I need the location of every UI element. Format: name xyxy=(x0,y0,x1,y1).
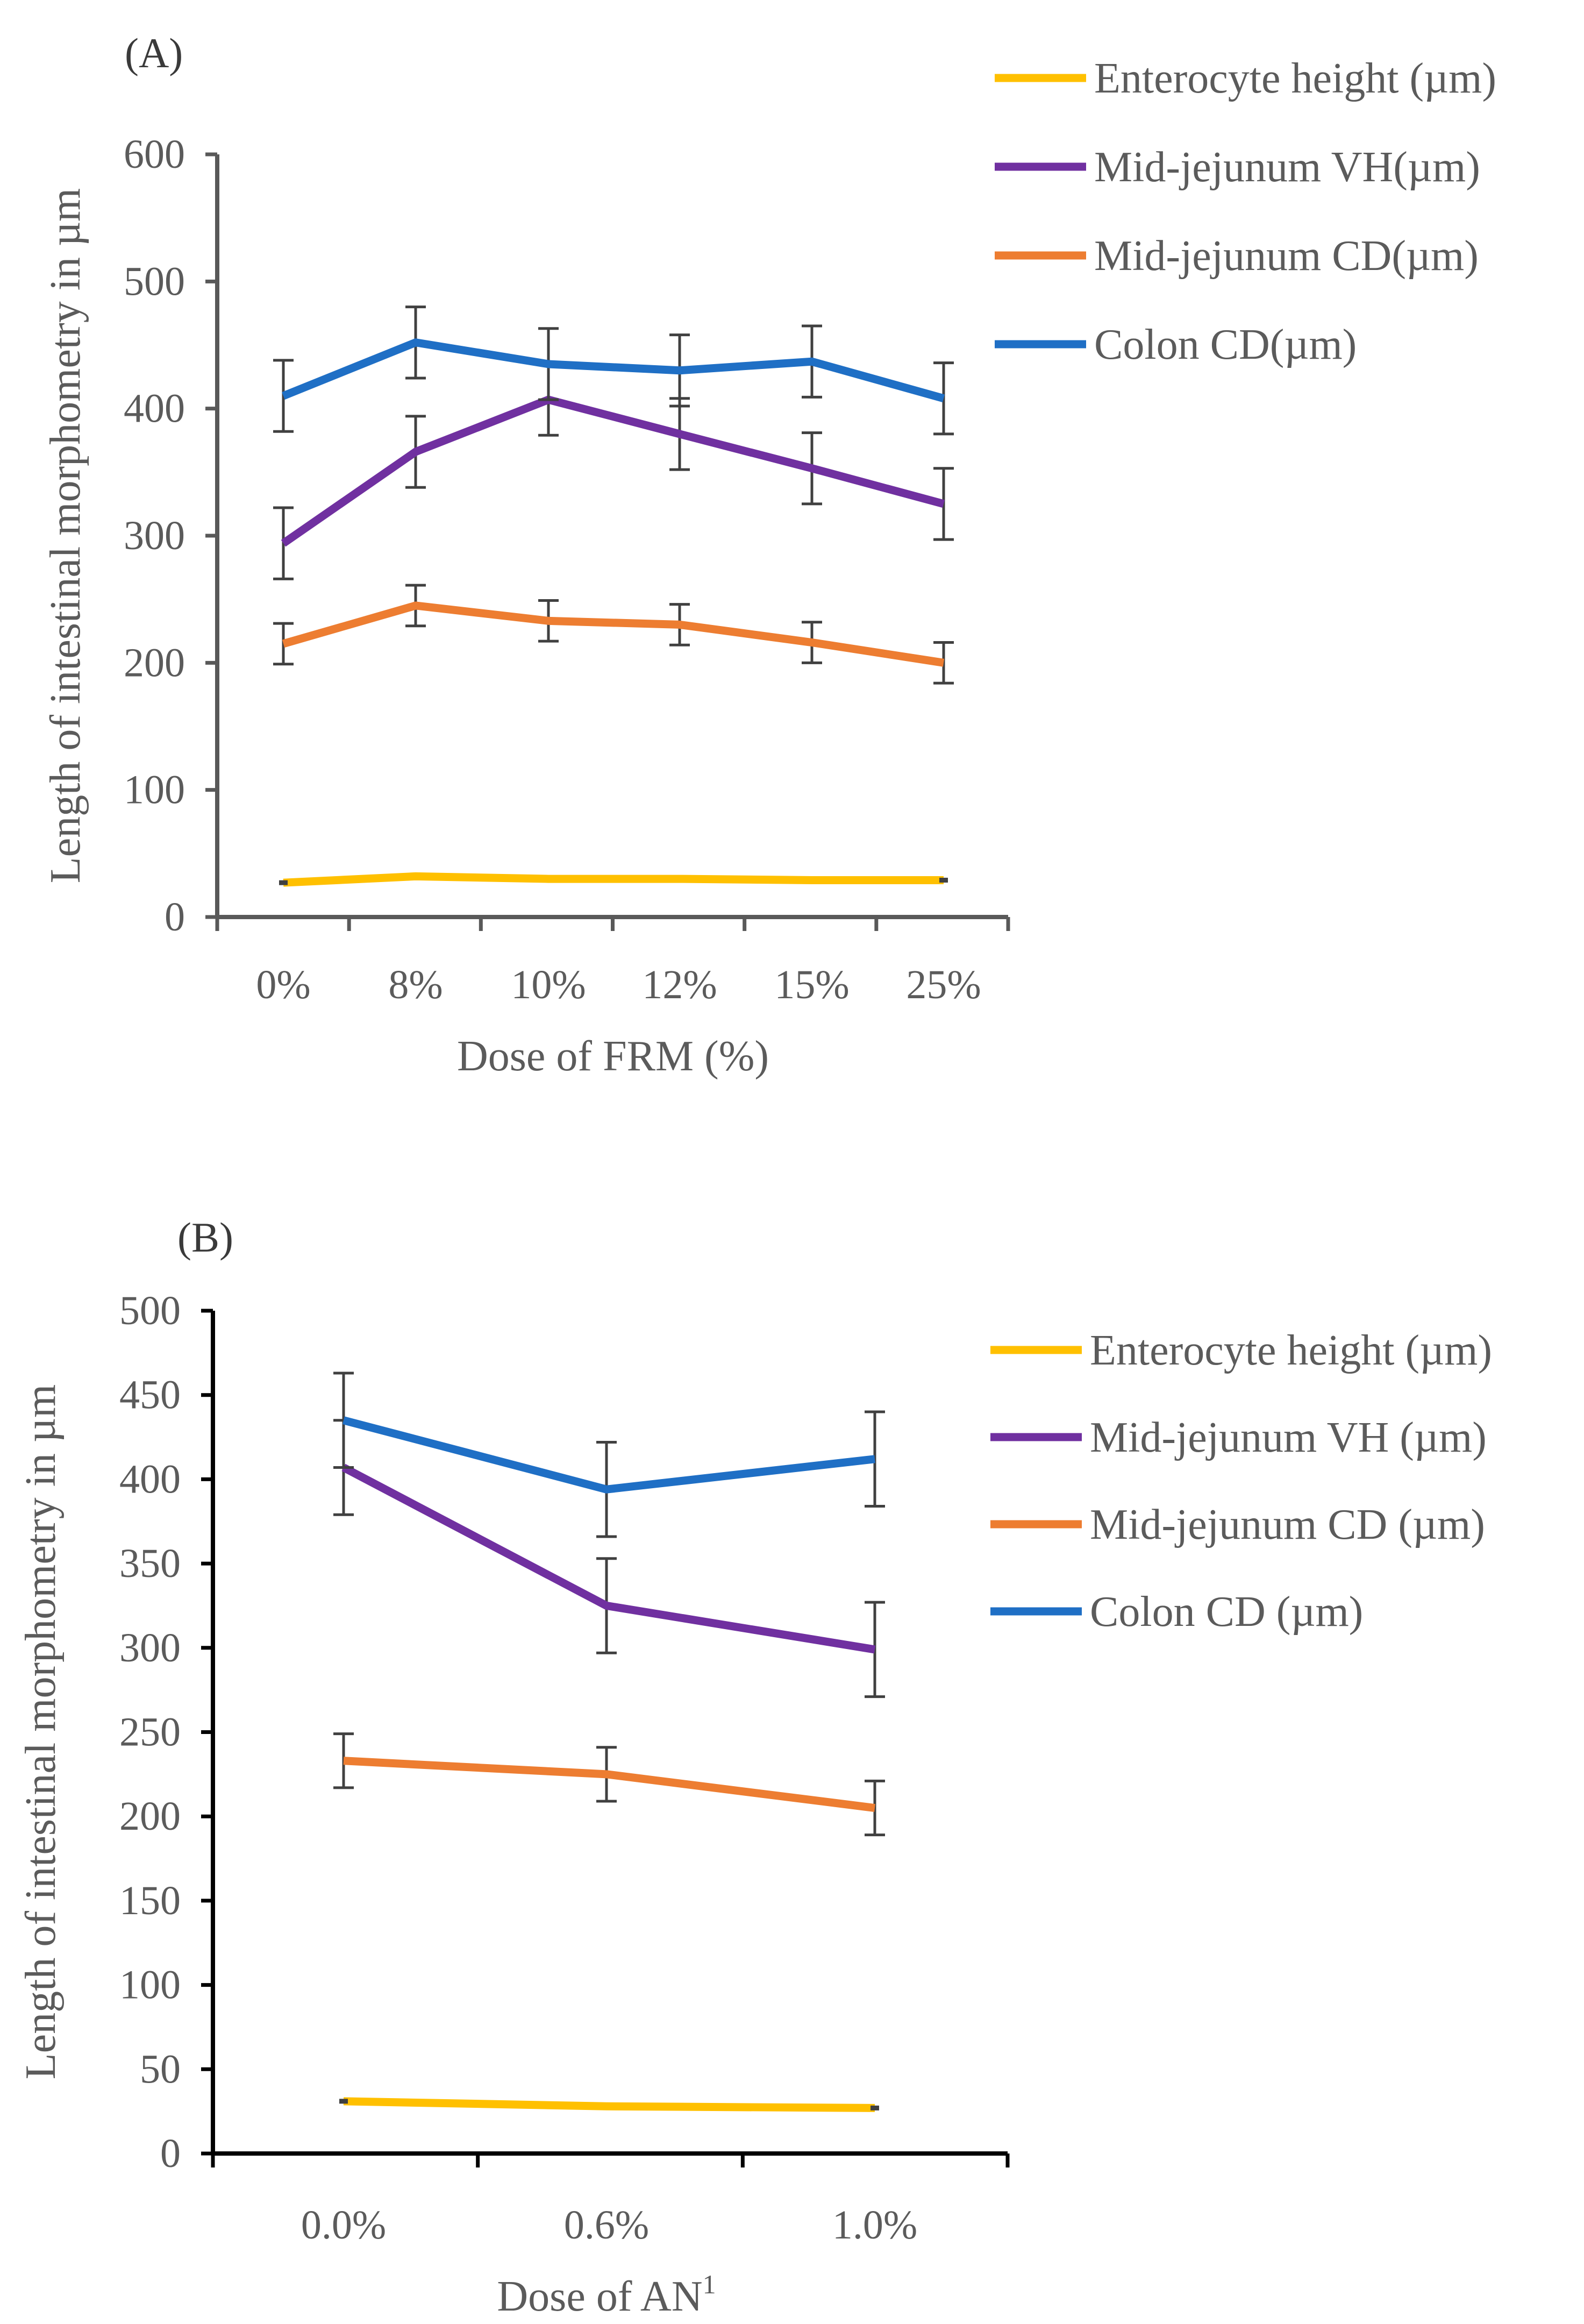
data-point xyxy=(415,876,416,877)
panel-label: (B) xyxy=(177,1214,233,1261)
data-point xyxy=(679,878,680,879)
data-point xyxy=(548,878,549,879)
y-tick-label: 350 xyxy=(119,1541,181,1586)
data-point xyxy=(811,879,812,880)
y-tick-label: 100 xyxy=(119,1963,181,2008)
data-point xyxy=(415,605,416,606)
data-point xyxy=(811,361,812,362)
panel-a: (A) 0 100 200 300 400 500 600 0% 8% 10% 12% 15% 25% Le… xyxy=(42,30,1496,1080)
y-tick-label: 200 xyxy=(124,640,185,685)
series-enterocyte-height-m xyxy=(339,2097,879,2112)
data-point xyxy=(874,1808,875,1809)
y-tick-label: 0 xyxy=(165,894,185,940)
x-tick-label: 8% xyxy=(388,962,443,1007)
x-tick-label: 25% xyxy=(906,962,981,1007)
data-point xyxy=(343,1420,344,1421)
y-tick-label: 450 xyxy=(119,1373,181,1418)
series-line xyxy=(343,2097,875,2112)
data-point xyxy=(343,1760,344,1761)
legend-label: Enterocyte height (µm) xyxy=(1090,1327,1492,1374)
x-tick-label: 15% xyxy=(774,962,849,1007)
data-point xyxy=(606,1774,607,1775)
series-mid-jejunum-vh-m xyxy=(273,363,954,580)
x-tick-label: 0% xyxy=(256,962,310,1007)
legend-label: Mid-jejunum CD(µm) xyxy=(1094,232,1479,280)
series-line xyxy=(282,601,945,667)
data-point xyxy=(548,364,549,365)
data-point xyxy=(874,1459,875,1460)
series-line xyxy=(343,1757,875,1812)
x-tick-label: 10% xyxy=(511,962,586,1007)
legend-label: Enterocyte height (µm) xyxy=(1094,55,1496,102)
y-tick-label: 500 xyxy=(124,259,185,304)
data-point xyxy=(811,468,812,469)
y-tick-label: 500 xyxy=(119,1288,181,1333)
data-point xyxy=(548,620,549,621)
data-point xyxy=(943,503,944,504)
data-point xyxy=(606,1605,607,1606)
y-tick-label: 150 xyxy=(119,1878,181,1923)
y-axis-title: Length of intestinal morphometry in µm xyxy=(42,188,89,884)
series-line xyxy=(281,395,945,547)
data-point xyxy=(874,1649,875,1650)
data-point xyxy=(679,433,680,435)
x-tick-label: 0.6% xyxy=(564,2202,649,2248)
y-tick-label: 300 xyxy=(119,1625,181,1671)
series-mid-jejunum-vh-m xyxy=(333,1419,885,1698)
y-tick-label: 250 xyxy=(119,1710,181,1755)
legend-label: Mid-jejunum VH(µm) xyxy=(1094,144,1480,191)
data-point xyxy=(943,662,944,663)
y-tick-label: 400 xyxy=(124,386,185,431)
legend-label: Mid-jejunum CD (µm) xyxy=(1090,1501,1485,1548)
panel-b: (B) 0 50 100 150 200 250 300 350 400 450 500 0.0% 0.6… xyxy=(17,1214,1492,2320)
series-mid-jejunum-cd-m xyxy=(273,584,954,685)
series-line xyxy=(283,872,944,887)
data-point xyxy=(606,1489,607,1490)
y-tick-label: 300 xyxy=(124,513,185,558)
series-colon-cd-m xyxy=(333,1371,885,1538)
data-point xyxy=(679,370,680,371)
data-point xyxy=(679,624,680,625)
y-tick-label: 600 xyxy=(124,132,185,177)
legend-label: Colon CD (µm) xyxy=(1090,1588,1363,1636)
series-line xyxy=(341,1463,876,1654)
y-tick-label: 100 xyxy=(124,767,185,813)
series-mid-jejunum-cd-m xyxy=(333,1732,885,1837)
data-point xyxy=(415,451,416,452)
y-tick-label: 200 xyxy=(119,1794,181,1839)
legend-label: Colon CD(µm) xyxy=(1094,321,1357,368)
data-point xyxy=(283,395,284,396)
legend-label: Mid-jejunum VH (µm) xyxy=(1090,1414,1487,1461)
x-axis-title: Dose of FRM (%) xyxy=(457,1033,769,1080)
y-tick-label: 50 xyxy=(140,2046,181,2092)
series-enterocyte-height-m xyxy=(279,872,948,887)
x-axis-title-superscript: 1 xyxy=(703,2269,716,2299)
data-point xyxy=(606,2106,607,2107)
panel-label: (A) xyxy=(125,30,183,76)
y-axis-title: Length of intestinal morphometry in µm xyxy=(17,1384,65,2080)
y-tick-label: 0 xyxy=(160,2131,181,2176)
x-axis-title: Dose of AN1 xyxy=(497,2269,716,2320)
y-tick-label: 400 xyxy=(119,1456,181,1502)
data-point xyxy=(415,342,416,343)
x-tick-label: 0.0% xyxy=(301,2202,386,2248)
data-point xyxy=(283,643,284,644)
x-tick-label: 12% xyxy=(642,962,717,1007)
series-colon-cd-m xyxy=(273,305,954,436)
series-line xyxy=(343,1416,875,1494)
data-point xyxy=(943,398,944,399)
data-point xyxy=(283,543,284,544)
data-point xyxy=(811,642,812,643)
series-line xyxy=(282,338,945,402)
x-tick-label: 1.0% xyxy=(832,2202,917,2248)
